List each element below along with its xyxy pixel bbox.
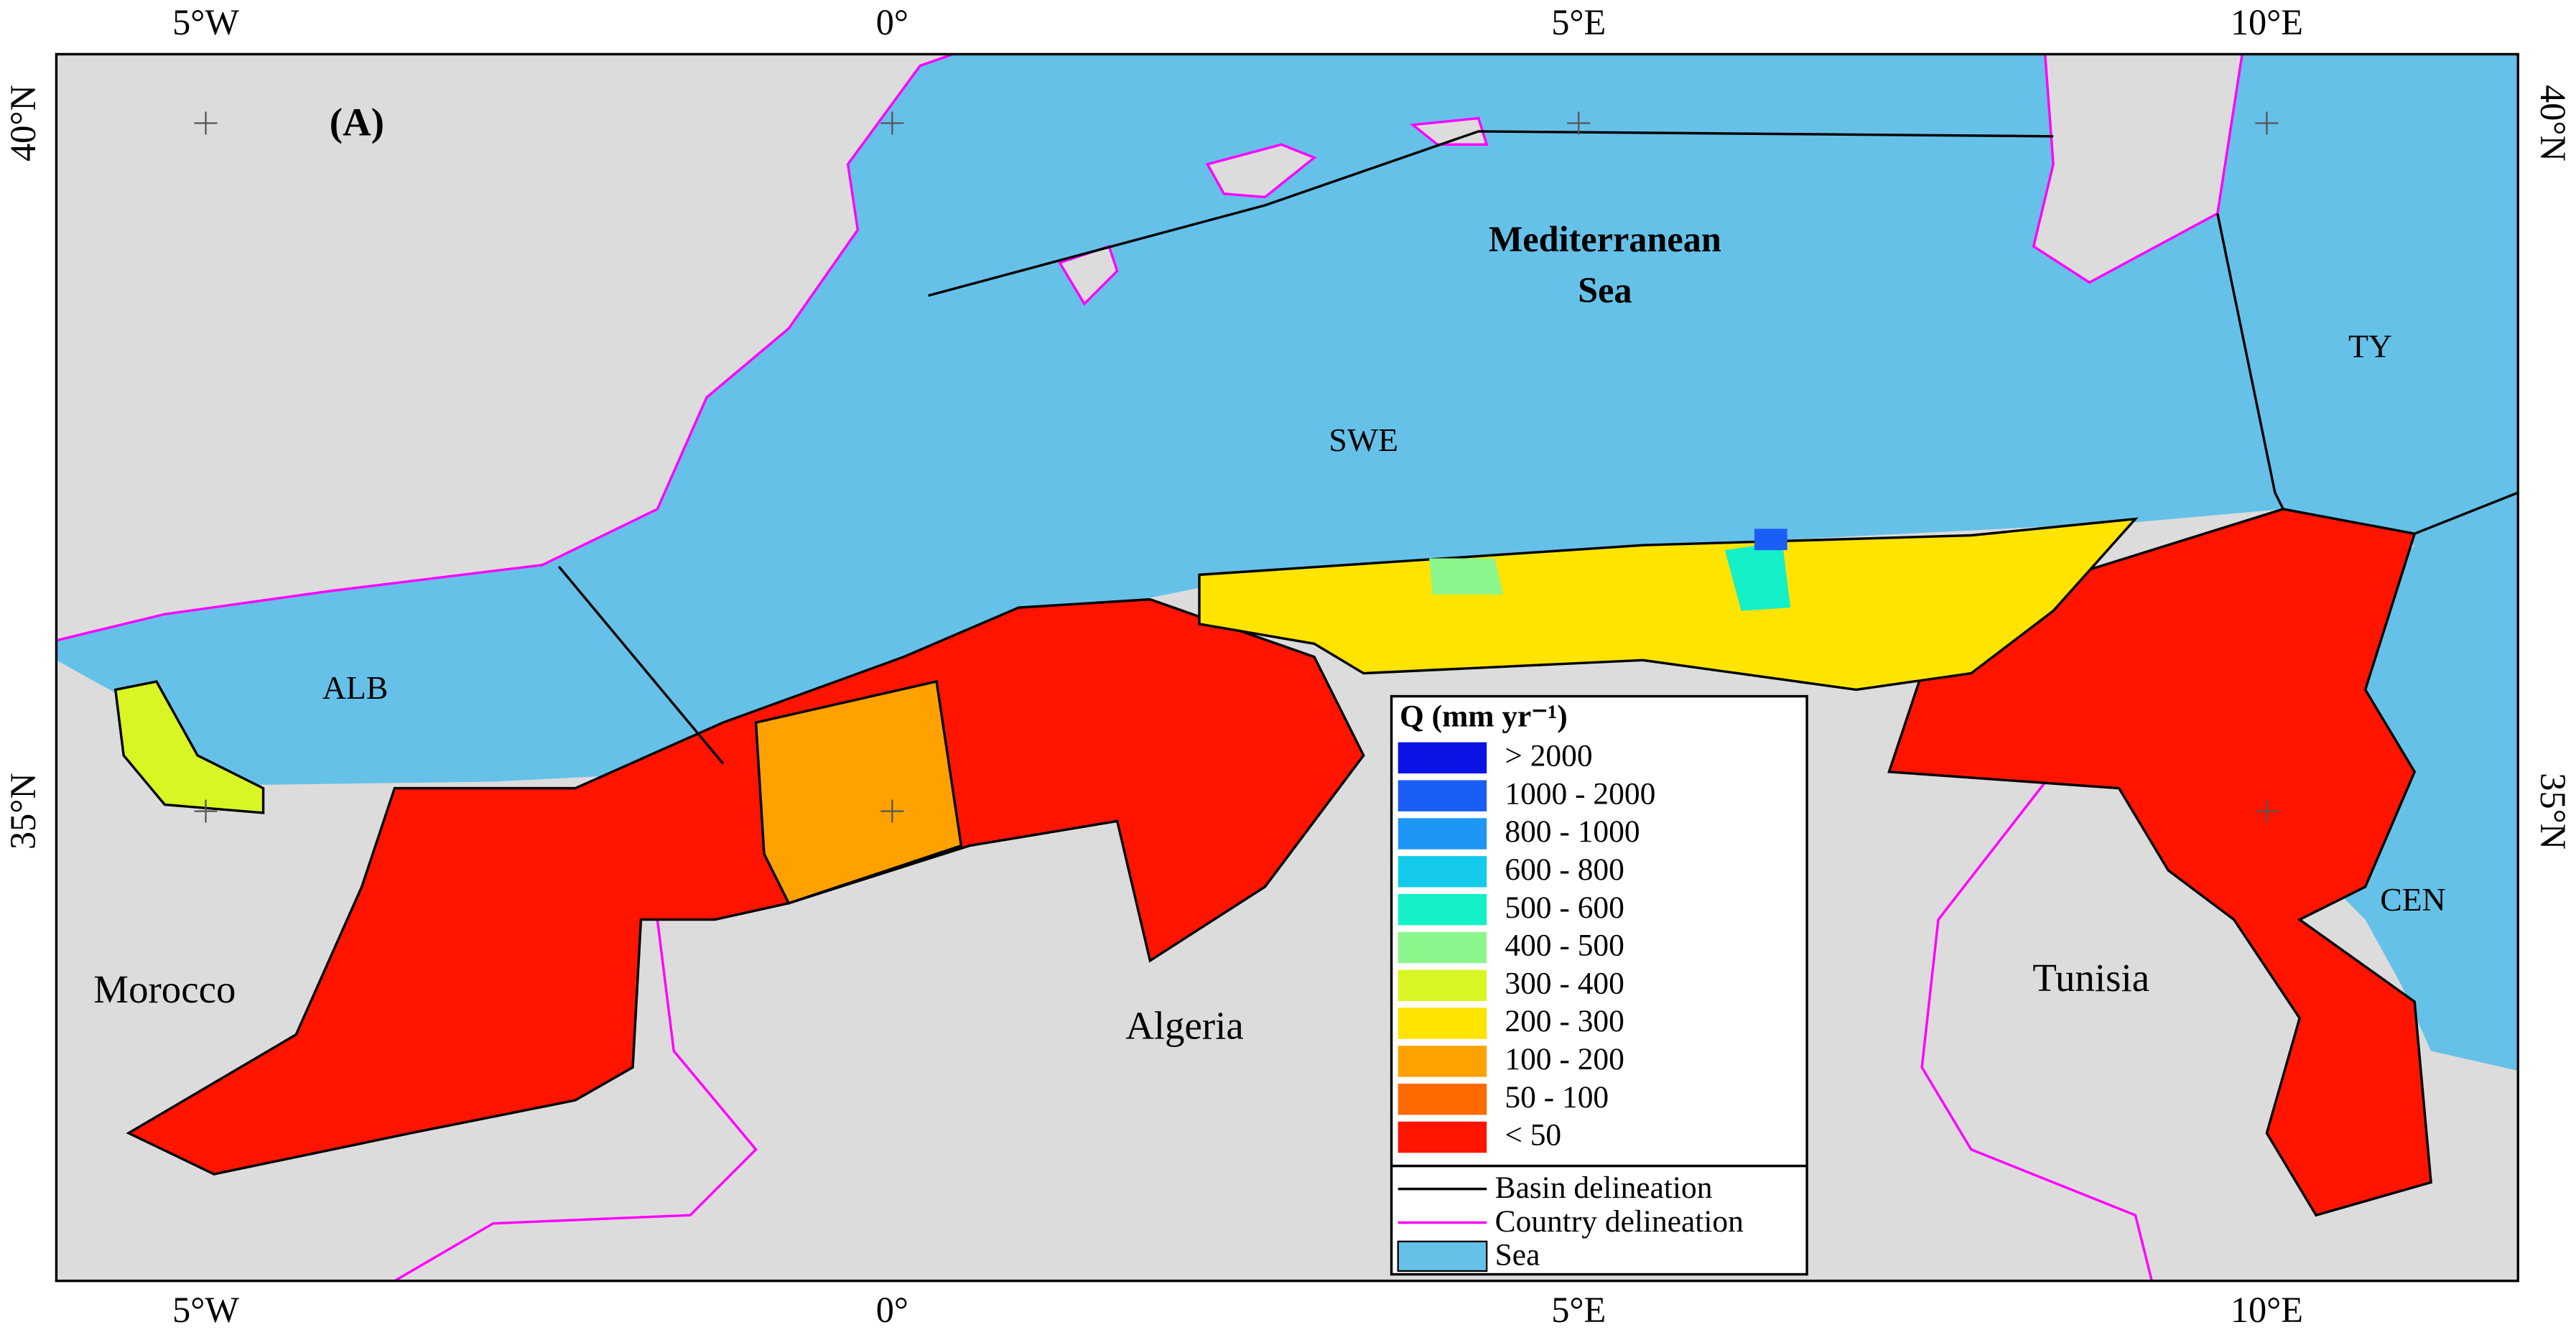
legend-label: 500 - 600: [1505, 890, 1624, 925]
legend-title: Q (mm yr⁻¹): [1400, 699, 1568, 734]
legend-label: 300 - 400: [1505, 966, 1624, 1000]
legend-swatch: [1398, 818, 1487, 850]
lon-label: 0°: [876, 2, 908, 42]
coordinate-labels: 5°W 5°W 0° 0° 5°E 5°E 10°E 10°E 40°N 40°N 35°N 35°N: [3, 2, 2573, 1330]
basin-label: ALB: [322, 669, 388, 706]
country-label: Algeria: [1125, 1003, 1244, 1047]
lon-label: 5°W: [172, 2, 239, 42]
legend-label: 600 - 800: [1505, 852, 1624, 887]
lon-label: 0°: [876, 1290, 908, 1330]
legend-swatch: [1398, 742, 1487, 774]
legend-swatch: [1398, 893, 1487, 926]
sea: [56, 54, 2519, 1071]
legend-label: > 2000: [1505, 738, 1592, 773]
legend-swatch: [1398, 1121, 1487, 1153]
legend-label: Basin delineation: [1495, 1171, 1713, 1205]
lon-label: 5°E: [1551, 2, 1606, 42]
map-frame: [55, 52, 2520, 1283]
lon-label: 10°E: [2231, 1290, 2303, 1330]
legend-swatch: [1398, 969, 1487, 1002]
lat-label: 40°N: [2533, 85, 2573, 162]
island: [1409, 116, 1489, 146]
sea-name: Sea: [1578, 270, 1632, 310]
lat-label: 40°N: [3, 85, 43, 162]
lat-label: 35°N: [2533, 773, 2573, 850]
lon-label: 5°W: [172, 1290, 239, 1330]
basin-label: CEN: [2380, 881, 2445, 918]
legend-swatch: [1398, 856, 1487, 888]
lon-label: 10°E: [2231, 2, 2303, 42]
lon-label: 5°E: [1551, 1290, 1606, 1330]
country-label: Tunisia: [2032, 956, 2149, 1000]
legend-label: Country delineation: [1495, 1204, 1744, 1239]
legend-label: < 50: [1505, 1118, 1561, 1153]
lat-label: 35°N: [3, 773, 43, 850]
runoff-fill: [113, 130, 2519, 1217]
basin-label: TY: [2348, 328, 2392, 365]
country-label: Morocco: [93, 967, 236, 1011]
basin-label: SWE: [1329, 422, 1398, 458]
legend-label: 200 - 300: [1505, 1004, 1624, 1038]
legend-label: 1000 - 2000: [1505, 776, 1655, 811]
legend-label: 400 - 500: [1505, 929, 1624, 963]
legend-swatch: [1398, 931, 1487, 964]
panel-label: (A): [330, 101, 384, 144]
legend-swatch: [1398, 780, 1487, 811]
legend-label: 800 - 1000: [1505, 814, 1640, 849]
legend-swatch: [1398, 1084, 1487, 1115]
legend-swatch: [1397, 1240, 1488, 1272]
legend-label: 100 - 200: [1505, 1042, 1624, 1076]
legend-swatch: [1398, 1008, 1487, 1039]
legend-label: 50 - 100: [1505, 1080, 1609, 1115]
graticule-crosses: [194, 111, 2279, 823]
legend-swatch: [1398, 1046, 1487, 1077]
legend-label: Sea: [1495, 1238, 1540, 1272]
sea-name: Mediterranean: [1489, 219, 1721, 259]
island: [1205, 143, 1317, 199]
